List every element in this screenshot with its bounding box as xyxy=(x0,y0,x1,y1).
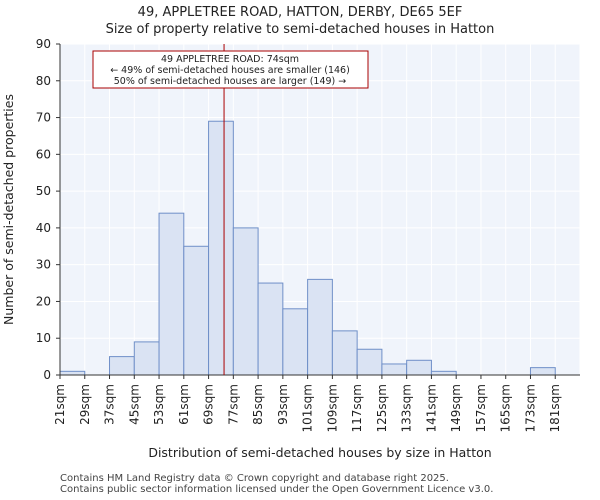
x-tick-label: 85sqm xyxy=(251,384,265,425)
bar-37sqm xyxy=(109,356,135,376)
footer-copyright: Contains HM Land Registry data © Crown c… xyxy=(60,473,449,484)
footer-licence: Contains public sector information licen… xyxy=(60,484,494,495)
bar-173sqm xyxy=(529,367,556,376)
x-tick-label: 53sqm xyxy=(152,384,166,425)
bar-21sqm xyxy=(59,370,86,376)
x-tick-label: 173sqm xyxy=(523,384,537,432)
x-tick-label: 165sqm xyxy=(499,384,513,432)
y-tick-label: 10 xyxy=(36,331,51,345)
y-axis-label: Number of semi-detached properties xyxy=(1,94,16,325)
bar-93sqm xyxy=(282,308,309,376)
bar-101sqm xyxy=(307,278,333,376)
bar-69sqm xyxy=(208,120,234,376)
annotation-line-1: 49 APPLETREE ROAD: 74sqm xyxy=(161,54,299,65)
y-tick-label: 90 xyxy=(36,37,51,51)
x-tick-labels: 21sqm 29sqm 37sqm 45sqm 53sqm 61sqm 69sqm 77sqm… xyxy=(53,375,562,432)
annotation-box: 49 APPLETREE ROAD: 74sqm ← 49% of semi-d… xyxy=(92,50,369,89)
x-tick-label: 61sqm xyxy=(177,384,191,425)
annotation-border xyxy=(92,50,369,89)
x-tick-label: 117sqm xyxy=(350,384,364,432)
x-tick-label: 21sqm xyxy=(53,384,67,425)
y-tick-label: 60 xyxy=(36,147,51,161)
x-tick-label: 109sqm xyxy=(325,384,339,432)
bar-45sqm xyxy=(133,341,160,376)
x-tick-label: 37sqm xyxy=(103,384,117,425)
annotation-line-3: 50% of semi-detached houses are larger (… xyxy=(114,76,347,87)
x-tick-label: 69sqm xyxy=(202,384,216,425)
y-tick-label: 30 xyxy=(36,258,51,272)
bar-85sqm xyxy=(257,282,284,376)
y-tick-label: 80 xyxy=(36,74,51,88)
bar-141sqm xyxy=(430,370,457,376)
x-tick-label: 141sqm xyxy=(424,384,438,432)
annotation-line-2: ← 49% of semi-detached houses are smalle… xyxy=(110,65,350,76)
x-tick-label: 45sqm xyxy=(127,384,141,425)
axes xyxy=(59,44,580,376)
x-tick-label: 93sqm xyxy=(276,384,290,425)
y-tick-label: 70 xyxy=(36,111,51,125)
bar-109sqm xyxy=(331,330,358,376)
bar-77sqm xyxy=(232,227,259,376)
x-tick-label: 149sqm xyxy=(449,384,463,432)
x-tick-label: 181sqm xyxy=(548,384,562,432)
y-tick-label: 0 xyxy=(43,368,51,382)
x-axis-label: Distribution of semi-detached houses by … xyxy=(148,445,491,460)
y-tick-label: 40 xyxy=(36,221,51,235)
x-tick-label: 133sqm xyxy=(400,384,414,432)
bar-125sqm xyxy=(381,363,408,376)
bar-117sqm xyxy=(356,348,383,376)
chart-subtitle: Size of property relative to semi-detach… xyxy=(105,22,495,37)
chart-title: 49, APPLETREE ROAD, HATTON, DERBY, DE65 … xyxy=(137,5,463,20)
x-tick-label: 101sqm xyxy=(301,384,315,432)
bar-61sqm xyxy=(183,245,210,376)
bar-133sqm xyxy=(406,359,432,376)
x-tick-label: 29sqm xyxy=(78,384,92,425)
bar-53sqm xyxy=(158,212,185,376)
x-tick-label: 77sqm xyxy=(226,384,240,425)
x-tick-label: 125sqm xyxy=(375,384,389,432)
y-tick-labels: 0 10 20 30 40 50 60 70 80 90 xyxy=(36,37,60,382)
y-tick-label: 20 xyxy=(36,294,51,308)
y-tick-label: 50 xyxy=(36,184,51,198)
x-tick-label: 157sqm xyxy=(474,384,488,432)
chart-title-block: 49, APPLETREE ROAD, HATTON, DERBY, DE65 … xyxy=(0,4,600,38)
